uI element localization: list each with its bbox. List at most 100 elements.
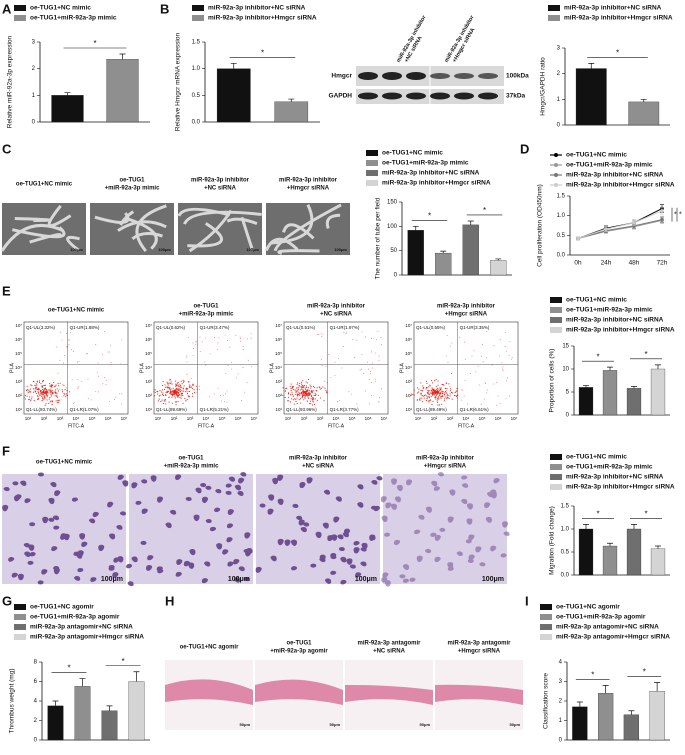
legend-swatch: [554, 153, 558, 157]
bar: [626, 388, 642, 416]
legend-label: miR-92a-3p inhibitor+NC siRNA: [382, 170, 480, 177]
blot-band: [406, 72, 426, 80]
legend-swatch: [540, 614, 552, 620]
flow-y-tick: 10²: [275, 393, 282, 398]
quadrant-label: Q1-UR(3.35%): [460, 325, 490, 330]
flow-x-tick: 10⁴: [333, 416, 340, 421]
error-bar: [119, 53, 126, 60]
flow-y-tick: 10³: [15, 379, 22, 384]
flow-x-label: FITC-A: [198, 423, 215, 429]
flow-x-tick: 10²: [171, 416, 178, 421]
flow-y-tick: 10¹: [15, 407, 22, 412]
legend-label: oe-TUG1+miR-92a-3p mimic: [566, 162, 653, 169]
error-bar: [412, 225, 419, 231]
flow-y-tick: 10²: [145, 393, 152, 398]
tube-structure: [66, 235, 80, 252]
flow-x-tick: 10⁵: [219, 416, 226, 421]
y-axis-label: Cell proliferation (OD450nm): [537, 184, 544, 267]
y-tick-label: 150: [387, 200, 398, 206]
legend-swatch: [366, 150, 378, 156]
flow-y-tick: 10⁴: [15, 365, 22, 370]
bar: [650, 368, 666, 416]
bar: [628, 101, 660, 126]
legend-swatch: [548, 15, 560, 21]
bar: [602, 370, 618, 416]
scale-bar-label: 50μm: [330, 722, 341, 727]
error-bar: [288, 98, 295, 102]
legend-swatch: [14, 634, 26, 640]
flow-frame: [283, 321, 389, 415]
error-bar: [440, 250, 447, 254]
blot-band: [406, 92, 426, 100]
flow-y-tick: 10⁴: [145, 365, 152, 370]
error-bar: [576, 701, 583, 707]
x-tick-label: 48h: [629, 260, 640, 267]
tube-structure: [273, 203, 342, 252]
y-tick-label: 0: [32, 120, 36, 126]
legend-label: oe-TUG1+miR-92a-3p mimic: [30, 15, 117, 22]
legend-label: miR-92a-3p inhibitor+NC siRNA: [566, 172, 664, 179]
legend-swatch: [192, 15, 204, 21]
flow-x-tick: 10²: [431, 416, 438, 421]
flow-caption: +Hmgcr siRNA: [445, 312, 488, 318]
error-bar: [79, 678, 86, 687]
error-bar: [640, 98, 647, 102]
flow-y-tick: 10¹: [145, 407, 152, 412]
flow-x-label: FITC-A: [68, 423, 85, 429]
flow-y-tick: 10³: [275, 379, 282, 384]
error-bar: [607, 366, 613, 371]
flow-y-tick: 10⁶: [145, 337, 152, 342]
blot-band: [478, 92, 498, 100]
tissue-section: [255, 679, 343, 705]
flow-caption: +NC siRNA: [320, 312, 353, 318]
error-bar: [588, 63, 595, 69]
y-tick-label: 1: [559, 718, 563, 724]
legend-swatch: [540, 624, 552, 630]
flow-caption: miR-92a-3p inhibitor: [307, 304, 366, 310]
bar: [101, 710, 118, 741]
image-caption: oe-TUG1: [119, 178, 145, 184]
quadrant-label: Q1-UR(3.47%): [200, 325, 230, 330]
flow-x-tick: 10⁶: [495, 416, 502, 421]
panel-label: C: [2, 141, 12, 156]
bar: [575, 68, 607, 126]
bar: [602, 545, 618, 576]
y-tick-label: 0: [394, 273, 398, 279]
error-bar: [467, 220, 474, 225]
bar: [490, 260, 507, 276]
legend-label: miR-92a-3p inhibitor+Hmgcr siRNA: [382, 180, 491, 187]
y-tick-label: 1.0: [557, 213, 566, 219]
error-bar: [628, 710, 635, 715]
y-axis-label: The number of tube per field: [375, 197, 382, 279]
scale-bar-label: 100μm: [70, 247, 83, 252]
bar: [649, 691, 665, 741]
y-tick-label: 3: [559, 679, 563, 685]
legend-label: oe-TUG1+miR-92a-3p agomir: [556, 614, 646, 621]
legend-label: miR-92a-3p inhibitor+Hmgcr siRNA: [566, 182, 675, 189]
scale-bar-label: 100μm: [334, 247, 347, 252]
y-tick-label: 1.5: [561, 504, 570, 510]
flow-caption: oe-TUG1+NC mimic: [48, 308, 105, 314]
legend-label: oe-TUG1+NC mimic: [566, 297, 627, 304]
significance-label: *: [679, 212, 682, 219]
data-point: [632, 220, 636, 225]
flow-x-tick: 10³: [317, 416, 324, 421]
image-caption: oe-TUG1+NC mimic: [16, 182, 73, 188]
tube-structure: [131, 232, 163, 241]
legend-label: oe-TUG1+miR-92a-3p mimic: [566, 307, 653, 314]
image-caption: miR-92a-3p inhibitor: [289, 456, 348, 462]
y-tick-label: 0: [559, 738, 563, 744]
error-bar: [631, 386, 637, 389]
flow-events: [153, 379, 198, 406]
legend-swatch: [366, 160, 378, 166]
x-tick-label: 0h: [574, 260, 582, 267]
micrograph: [2, 474, 126, 584]
bar: [650, 548, 666, 576]
y-tick-label: 2: [557, 71, 561, 77]
legend-label: oe-TUG1+NC agomir: [30, 604, 94, 611]
significance-label: *: [674, 212, 677, 219]
flow-y-tick: 10⁵: [275, 351, 282, 356]
tissue-section: [435, 684, 523, 705]
flow-x-tick: 10⁵: [89, 416, 96, 421]
legend-swatch: [554, 183, 558, 187]
